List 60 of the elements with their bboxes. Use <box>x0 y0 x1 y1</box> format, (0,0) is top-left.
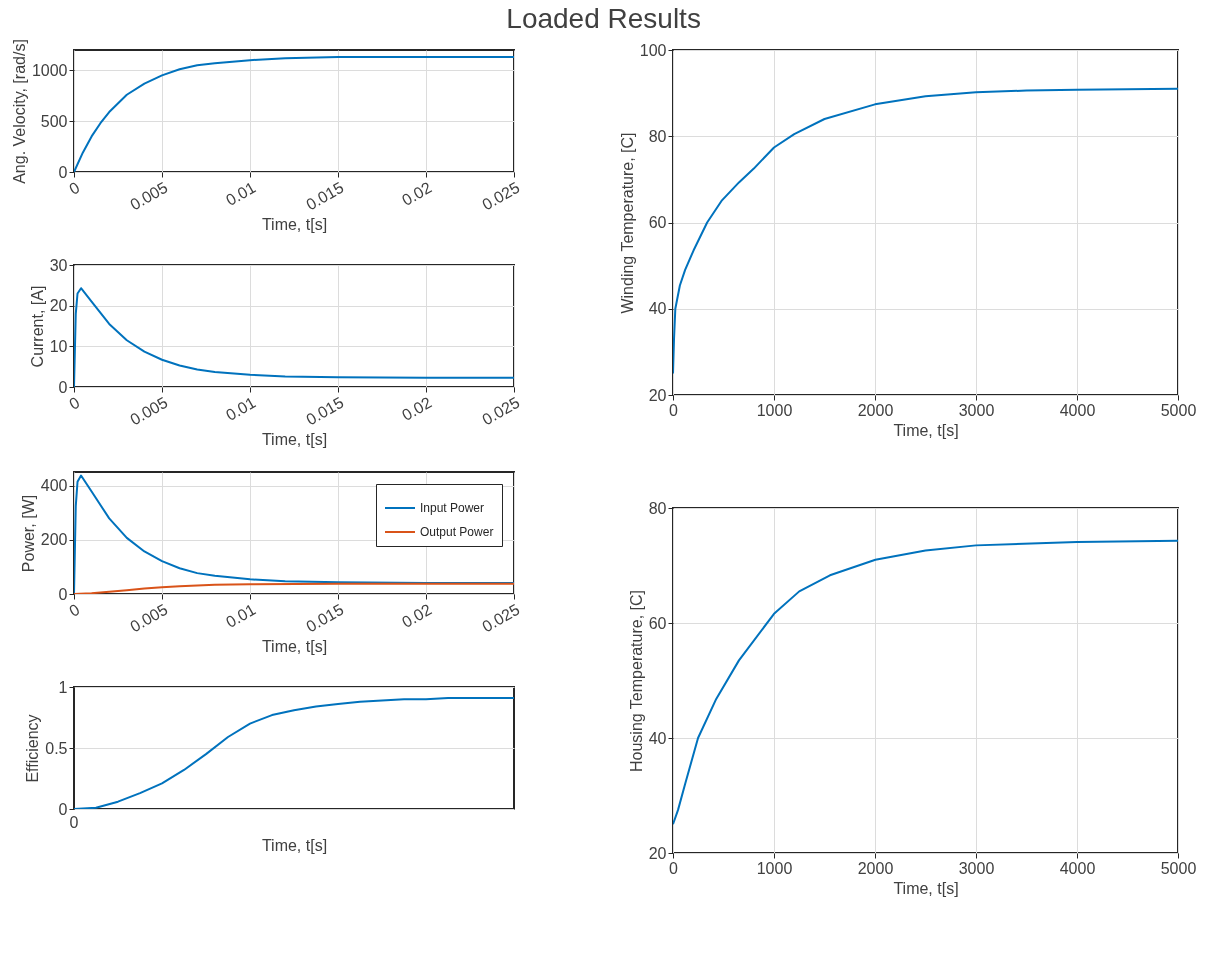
x-tick-label: 4000 <box>1059 859 1096 877</box>
x-tick-label: 0.01 <box>223 393 259 424</box>
y-tick-label: 20 <box>648 386 667 404</box>
x-axis-title: Time, t[s] <box>893 879 959 897</box>
y-tick-label: 40 <box>648 300 667 318</box>
x-tick-label: 0.02 <box>399 178 435 209</box>
x-tick-label: 3000 <box>958 401 995 419</box>
x-tick-label: 0.01 <box>223 178 259 209</box>
x-axis-title: Time, t[s] <box>261 216 328 234</box>
text: Loaded Results <box>506 2 701 34</box>
x-tick-label: 4000 <box>1059 401 1096 419</box>
y-axis-title: Ang. Velocity, [rad/s] <box>10 39 28 184</box>
y-tick-label: 200 <box>40 531 68 549</box>
y-tick-label: 80 <box>648 127 667 145</box>
y-tick-label: 0 <box>58 800 68 818</box>
y-tick-label: 80 <box>648 499 667 517</box>
text: 0 <box>69 814 79 831</box>
x-tick-label: 5000 <box>1160 401 1197 419</box>
y-tick-label: 40 <box>648 729 667 747</box>
y-tick-label: 20 <box>648 844 667 862</box>
x-tick-label: 0.01 <box>223 600 259 631</box>
line-series <box>74 474 514 594</box>
x-tick-label: 0.02 <box>399 393 435 424</box>
y-tick-label: 100 <box>639 41 667 59</box>
y-tick-label: 0 <box>58 163 68 181</box>
line-series <box>673 87 1178 375</box>
x-tick-label: 2000 <box>857 859 894 877</box>
x-axis-title: Time, t[s] <box>261 836 328 854</box>
line-series <box>673 539 1178 826</box>
y-axis-title: Housing Temperature, [C] <box>627 589 645 773</box>
legend-label: Output Power <box>420 525 494 539</box>
y-tick-label: 60 <box>648 214 667 231</box>
y-tick-label: 1000 <box>31 61 68 79</box>
x-tick-label: 0.02 <box>399 600 435 631</box>
legend-label: Input Power <box>420 501 485 515</box>
x-tick-label: 0 <box>669 401 679 419</box>
y-tick-label: 400 <box>40 477 68 495</box>
y-tick-label: 0.5 <box>45 739 68 757</box>
x-tick-label: 1000 <box>756 859 793 877</box>
x-axis-title: Time, t[s] <box>261 638 328 656</box>
y-tick-label: 0 <box>58 378 68 396</box>
y-tick-label: 60 <box>648 614 667 632</box>
x-tick-label: 1000 <box>756 401 793 419</box>
y-tick-label: 10 <box>49 337 68 355</box>
y-tick-label: 500 <box>40 112 68 130</box>
line-series <box>74 696 514 809</box>
y-tick-label: 30 <box>49 256 68 274</box>
y-axis-title: Current, [A] <box>28 285 46 368</box>
y-tick-label: 1 <box>58 678 68 696</box>
y-tick-label: 20 <box>49 297 68 315</box>
y-axis-title: Winding Temperature, [C] <box>618 132 636 314</box>
x-tick-label: 3000 <box>958 859 995 877</box>
x-tick-label: 2000 <box>857 401 894 419</box>
y-axis-title: Efficiency <box>24 714 42 783</box>
y-tick-label: 0 <box>58 585 68 603</box>
x-axis-title: Time, t[s] <box>893 421 959 439</box>
x-axis-title: Time, t[s] <box>261 431 328 449</box>
x-tick-label: 0 <box>669 859 679 877</box>
y-axis-title: Power, [W] <box>19 494 37 573</box>
x-tick-label: 5000 <box>1160 859 1197 877</box>
